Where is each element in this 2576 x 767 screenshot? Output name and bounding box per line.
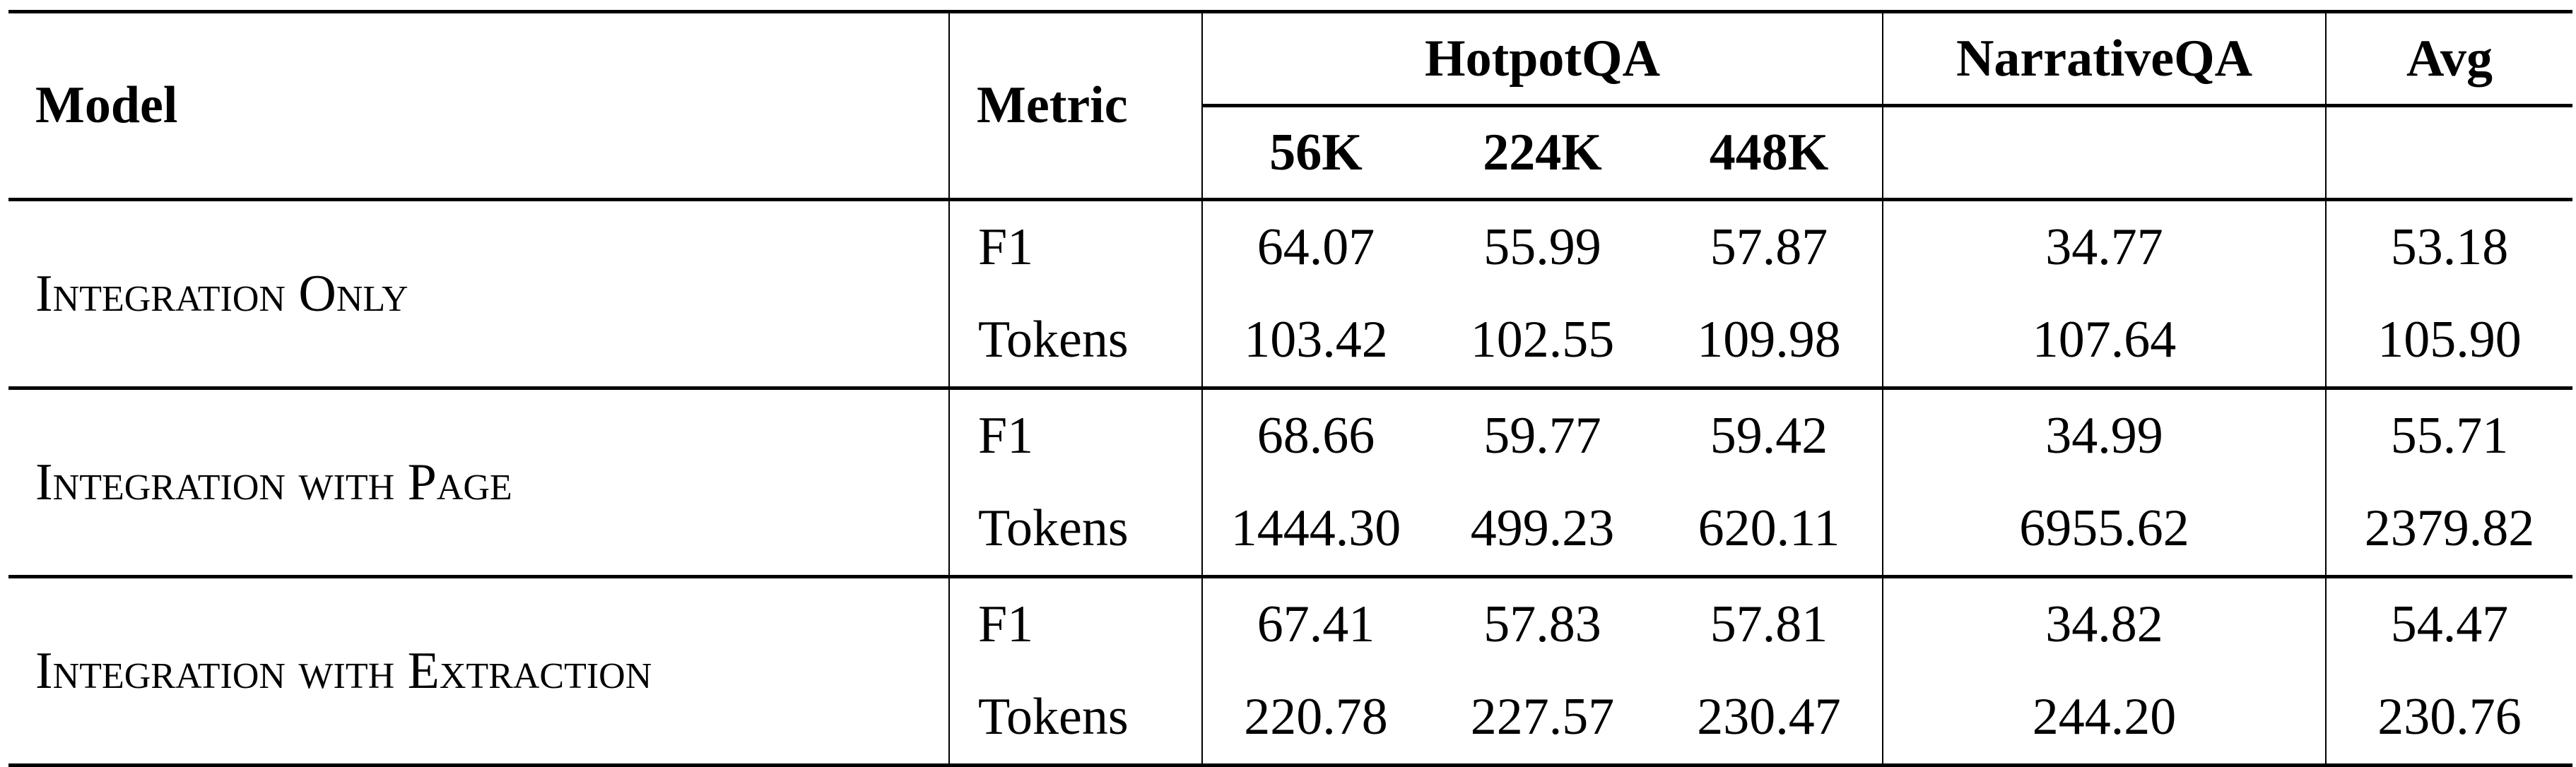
value-cell: 57.81 xyxy=(1656,575,1883,671)
value-cell: 59.77 xyxy=(1429,386,1656,482)
value-cell: 2379.82 xyxy=(2325,482,2573,577)
value-cell: 67.41 xyxy=(1201,575,1429,671)
metric-label: Tokens xyxy=(948,482,1202,577)
metric-label: Tokens xyxy=(948,294,1202,388)
table-row: Integration Only F1 64.07 55.99 57.87 34.77 53… xyxy=(8,198,2573,388)
metric-label: F1 xyxy=(948,198,1202,294)
metric-label: F1 xyxy=(948,386,1202,482)
header-row-2: 56K 224K 448K xyxy=(8,104,2573,200)
value-cell: 107.64 xyxy=(1882,294,2327,388)
header-avg-empty xyxy=(2325,104,2573,200)
value-cell: 244.20 xyxy=(1882,671,2327,767)
value-cell: 68.66 xyxy=(1201,386,1429,482)
value-cell: 34.82 xyxy=(1882,575,2327,671)
value-cell: 34.99 xyxy=(1882,386,2327,482)
value-cell: 54.47 xyxy=(2325,575,2573,671)
value-cell: 1444.30 xyxy=(1201,482,1429,577)
value-cell: 109.98 xyxy=(1697,311,1841,369)
value-cell: 499.23 xyxy=(1470,499,1615,557)
table-row: Tokens 220.78 227.57 230.47 244.20 230.76 xyxy=(8,671,2573,767)
header-model: Model xyxy=(8,10,949,200)
table-row: Tokens 103.42 102.55 109.98 107.64 105.90 xyxy=(8,294,2573,388)
metric-label: F1 xyxy=(948,575,1202,671)
value-cell: 230.76 xyxy=(2325,671,2573,767)
value-cell: 102.55 xyxy=(1470,311,1615,369)
table-row: Tokens 1444.30 499.23 620.11 6955.62 2379.82 xyxy=(8,482,2573,577)
header-448k: 448K xyxy=(1656,104,1883,200)
header-narrativeqa: NarrativeQA xyxy=(1882,10,2327,106)
value-cell: 34.77 xyxy=(1882,198,2327,294)
header-56k: 56K xyxy=(1201,104,1429,200)
value-cell: 57.83 xyxy=(1429,575,1656,671)
results-table: Model Metric HotpotQA NarrativeQA Avg 56… xyxy=(8,10,2573,767)
metric-label: Tokens xyxy=(948,671,1202,767)
value-cell: 53.18 xyxy=(2325,198,2573,294)
model-name: Integration Only xyxy=(8,198,949,388)
header-224k: 224K xyxy=(1429,104,1656,200)
value-cell: 620.11 xyxy=(1698,499,1840,557)
header-metric: Metric xyxy=(948,10,1202,200)
model-name: Integration with Extraction xyxy=(8,575,949,767)
header-row-1: Model Metric HotpotQA NarrativeQA Avg xyxy=(8,10,2573,200)
value-cell: 6955.62 xyxy=(1882,482,2327,577)
header-hotpotqa: HotpotQA xyxy=(1201,10,1883,106)
model-name: Integration with Page xyxy=(8,386,949,577)
value-cell: 64.07 xyxy=(1201,198,1429,294)
value-cell: 105.90 xyxy=(2325,294,2573,388)
value-cell: 230.47 xyxy=(1656,671,1883,767)
value-cell: 103.42 xyxy=(1201,294,1429,388)
value-cell: 59.42 xyxy=(1656,386,1883,482)
header-narrativeqa-empty xyxy=(1882,104,2327,200)
header-avg: Avg xyxy=(2325,10,2573,106)
table-row: Integration with Extraction F1 67.41 57.83 5… xyxy=(8,575,2573,767)
value-cell: 55.71 xyxy=(2325,386,2573,482)
value-cell: 55.99 xyxy=(1429,198,1656,294)
value-cell: 220.78 xyxy=(1201,671,1429,767)
value-cell: 57.87 xyxy=(1656,198,1883,294)
table-row: Integration with Page F1 68.66 59.77 59.42 34… xyxy=(8,386,2573,577)
value-cell: 227.57 xyxy=(1429,671,1656,767)
